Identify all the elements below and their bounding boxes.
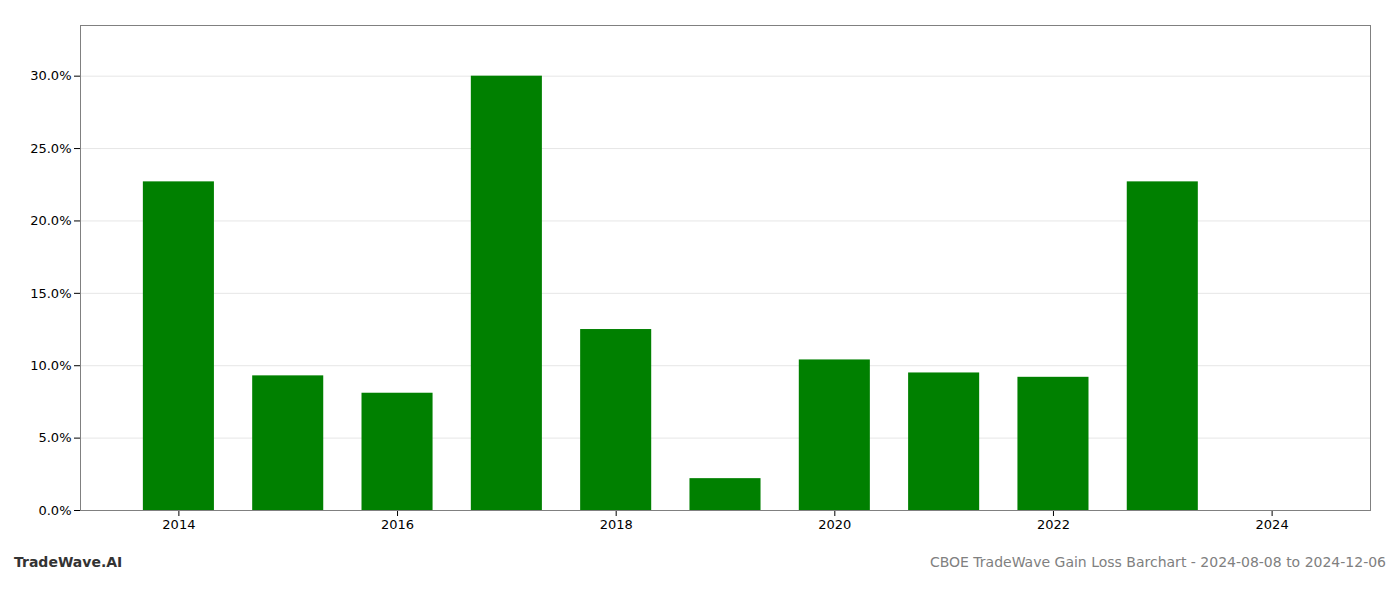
svg-text:5.0%: 5.0% <box>38 430 71 445</box>
svg-text:2024: 2024 <box>1256 517 1289 532</box>
svg-text:2016: 2016 <box>381 517 414 532</box>
svg-text:2022: 2022 <box>1037 517 1070 532</box>
svg-text:10.0%: 10.0% <box>30 358 71 373</box>
svg-text:2020: 2020 <box>818 517 851 532</box>
html-text:CBOE TradeWave Gain Loss Barch: CBOE TradeWave Gain Loss Barchart - 2024… <box>929 554 1386 570</box>
svg-text:25.0%: 25.0% <box>30 141 71 156</box>
svg-text:2018: 2018 <box>600 517 633 532</box>
svg-text:0.0%: 0.0% <box>38 503 71 518</box>
svg-text:2014: 2014 <box>162 517 195 532</box>
html-text:TradeWave.AI: TradeWave.AI <box>14 554 123 570</box>
svg-text:15.0%: 15.0% <box>30 285 71 300</box>
svg-text:20.0%: 20.0% <box>30 213 71 228</box>
svg-text:30.0%: 30.0% <box>30 68 71 83</box>
